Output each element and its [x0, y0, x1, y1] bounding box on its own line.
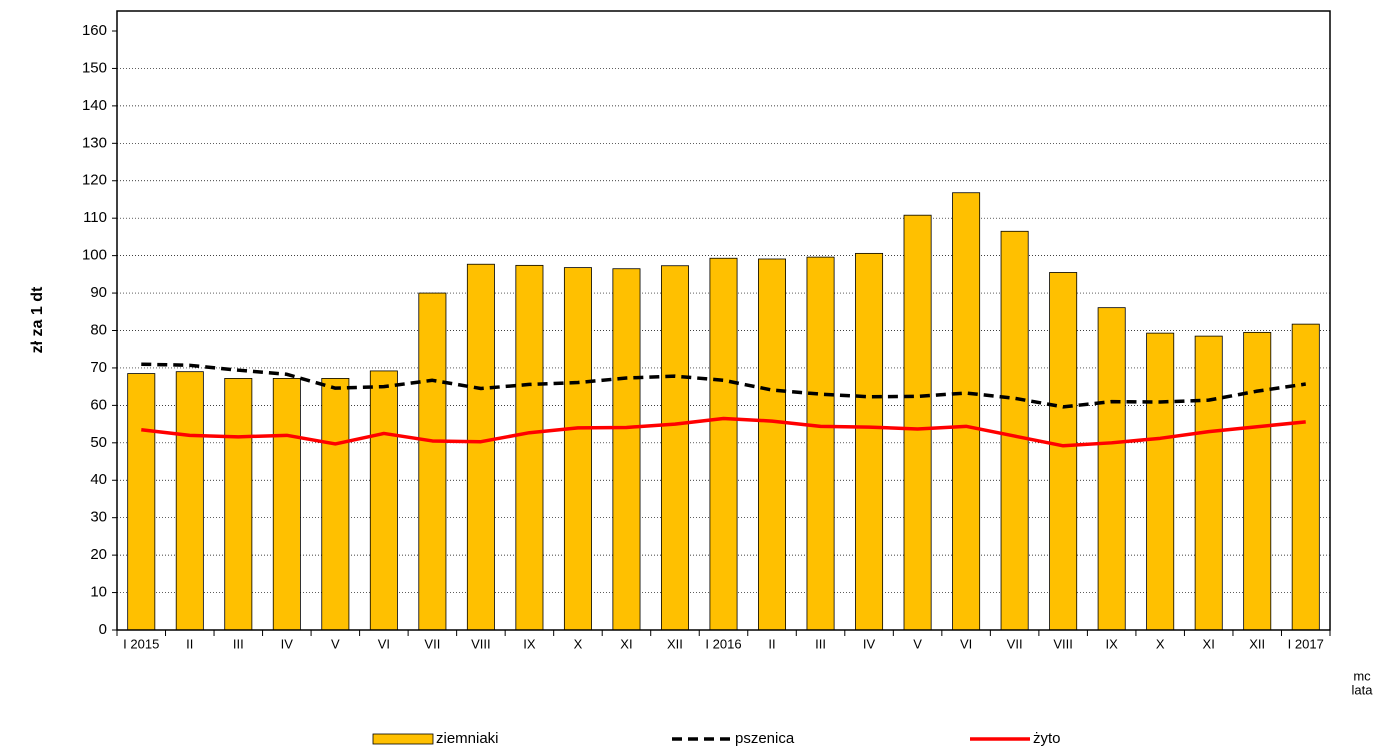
- bar: [1097, 307, 1126, 631]
- bar: [1291, 323, 1320, 631]
- y-tick-label: 50: [90, 434, 107, 451]
- line: [141, 362, 1306, 409]
- bar: [515, 264, 544, 631]
- y-tick-label: 0: [99, 621, 107, 638]
- y-tick-label: 10: [90, 584, 107, 601]
- bar: [660, 265, 689, 631]
- x-tick-label: III: [815, 636, 826, 651]
- y-axis-label: zł za 1 dt: [29, 286, 46, 353]
- x-tick-label: X: [1156, 636, 1165, 651]
- x-tick-label: III: [233, 636, 244, 651]
- legend-label: żyto: [1033, 730, 1061, 747]
- y-tick-label: 30: [90, 509, 107, 526]
- x-tick-label: V: [331, 636, 340, 651]
- bar: [369, 370, 398, 631]
- bar: [466, 263, 495, 631]
- x-tick-label: XI: [1203, 636, 1215, 651]
- y-tick-label: 130: [82, 134, 107, 151]
- x-tick-label: IX: [523, 636, 536, 651]
- y-tick-label: 90: [90, 284, 107, 301]
- x-tick-label: VII: [1007, 636, 1023, 651]
- bar: [1146, 332, 1175, 631]
- bar: [127, 373, 156, 631]
- y-tick-label: 150: [82, 59, 107, 76]
- x-tick-label: I 2016: [705, 636, 741, 651]
- x-tick-label: XI: [620, 636, 632, 651]
- plot-frame: [116, 10, 1331, 631]
- bar: [272, 378, 301, 631]
- bar: [1243, 331, 1272, 631]
- bar: [321, 378, 350, 631]
- bar: [1000, 230, 1029, 631]
- x-tick-label: XII: [667, 636, 683, 651]
- y-tick-label: 110: [83, 209, 107, 226]
- bar: [563, 267, 592, 631]
- y-tick-label: 20: [90, 546, 107, 563]
- bar: [1194, 335, 1223, 631]
- bar: [952, 192, 981, 631]
- bar: [709, 257, 738, 631]
- x-tick-label: VI: [960, 636, 972, 651]
- bar: [612, 268, 641, 631]
- x-tick-label: II: [186, 636, 193, 651]
- y-tick-label: 60: [90, 396, 107, 413]
- y-tick-label: 160: [82, 22, 107, 39]
- bar: [903, 214, 932, 631]
- bar: [418, 292, 447, 631]
- legend-label: ziemniaki: [436, 730, 499, 747]
- x-tick-label: IV: [281, 636, 294, 651]
- y-tick-label: 120: [82, 172, 107, 189]
- x-tick-label: IV: [863, 636, 876, 651]
- x-tick-label: VIII: [471, 636, 491, 651]
- bar: [855, 252, 884, 631]
- y-tick-label: 100: [82, 247, 107, 264]
- x-tick-label: VII: [424, 636, 440, 651]
- y-tick-label: 140: [82, 97, 107, 114]
- x-tick-label: X: [574, 636, 583, 651]
- bar: [224, 378, 253, 631]
- legend-swatch: [372, 733, 434, 745]
- x-tick-label: VI: [378, 636, 390, 651]
- x-tick-label: XII: [1249, 636, 1265, 651]
- x-tick-label: II: [768, 636, 775, 651]
- line: [141, 416, 1306, 448]
- legend-label: pszenica: [735, 730, 795, 747]
- x-tick-label: V: [913, 636, 922, 651]
- x-tick-label: I 2017: [1288, 636, 1324, 651]
- x-axis-label: mc: [1353, 668, 1371, 683]
- bar: [175, 371, 204, 631]
- y-tick-label: 80: [90, 321, 107, 338]
- bar: [1049, 272, 1078, 631]
- y-tick-label: 70: [90, 359, 107, 376]
- x-tick-label: I 2015: [123, 636, 159, 651]
- bar: [806, 256, 835, 631]
- x-axis-label: lata: [1352, 682, 1374, 697]
- x-tick-label: IX: [1106, 636, 1119, 651]
- x-tick-label: VIII: [1053, 636, 1073, 651]
- y-tick-label: 40: [90, 471, 107, 488]
- bar: [758, 258, 787, 631]
